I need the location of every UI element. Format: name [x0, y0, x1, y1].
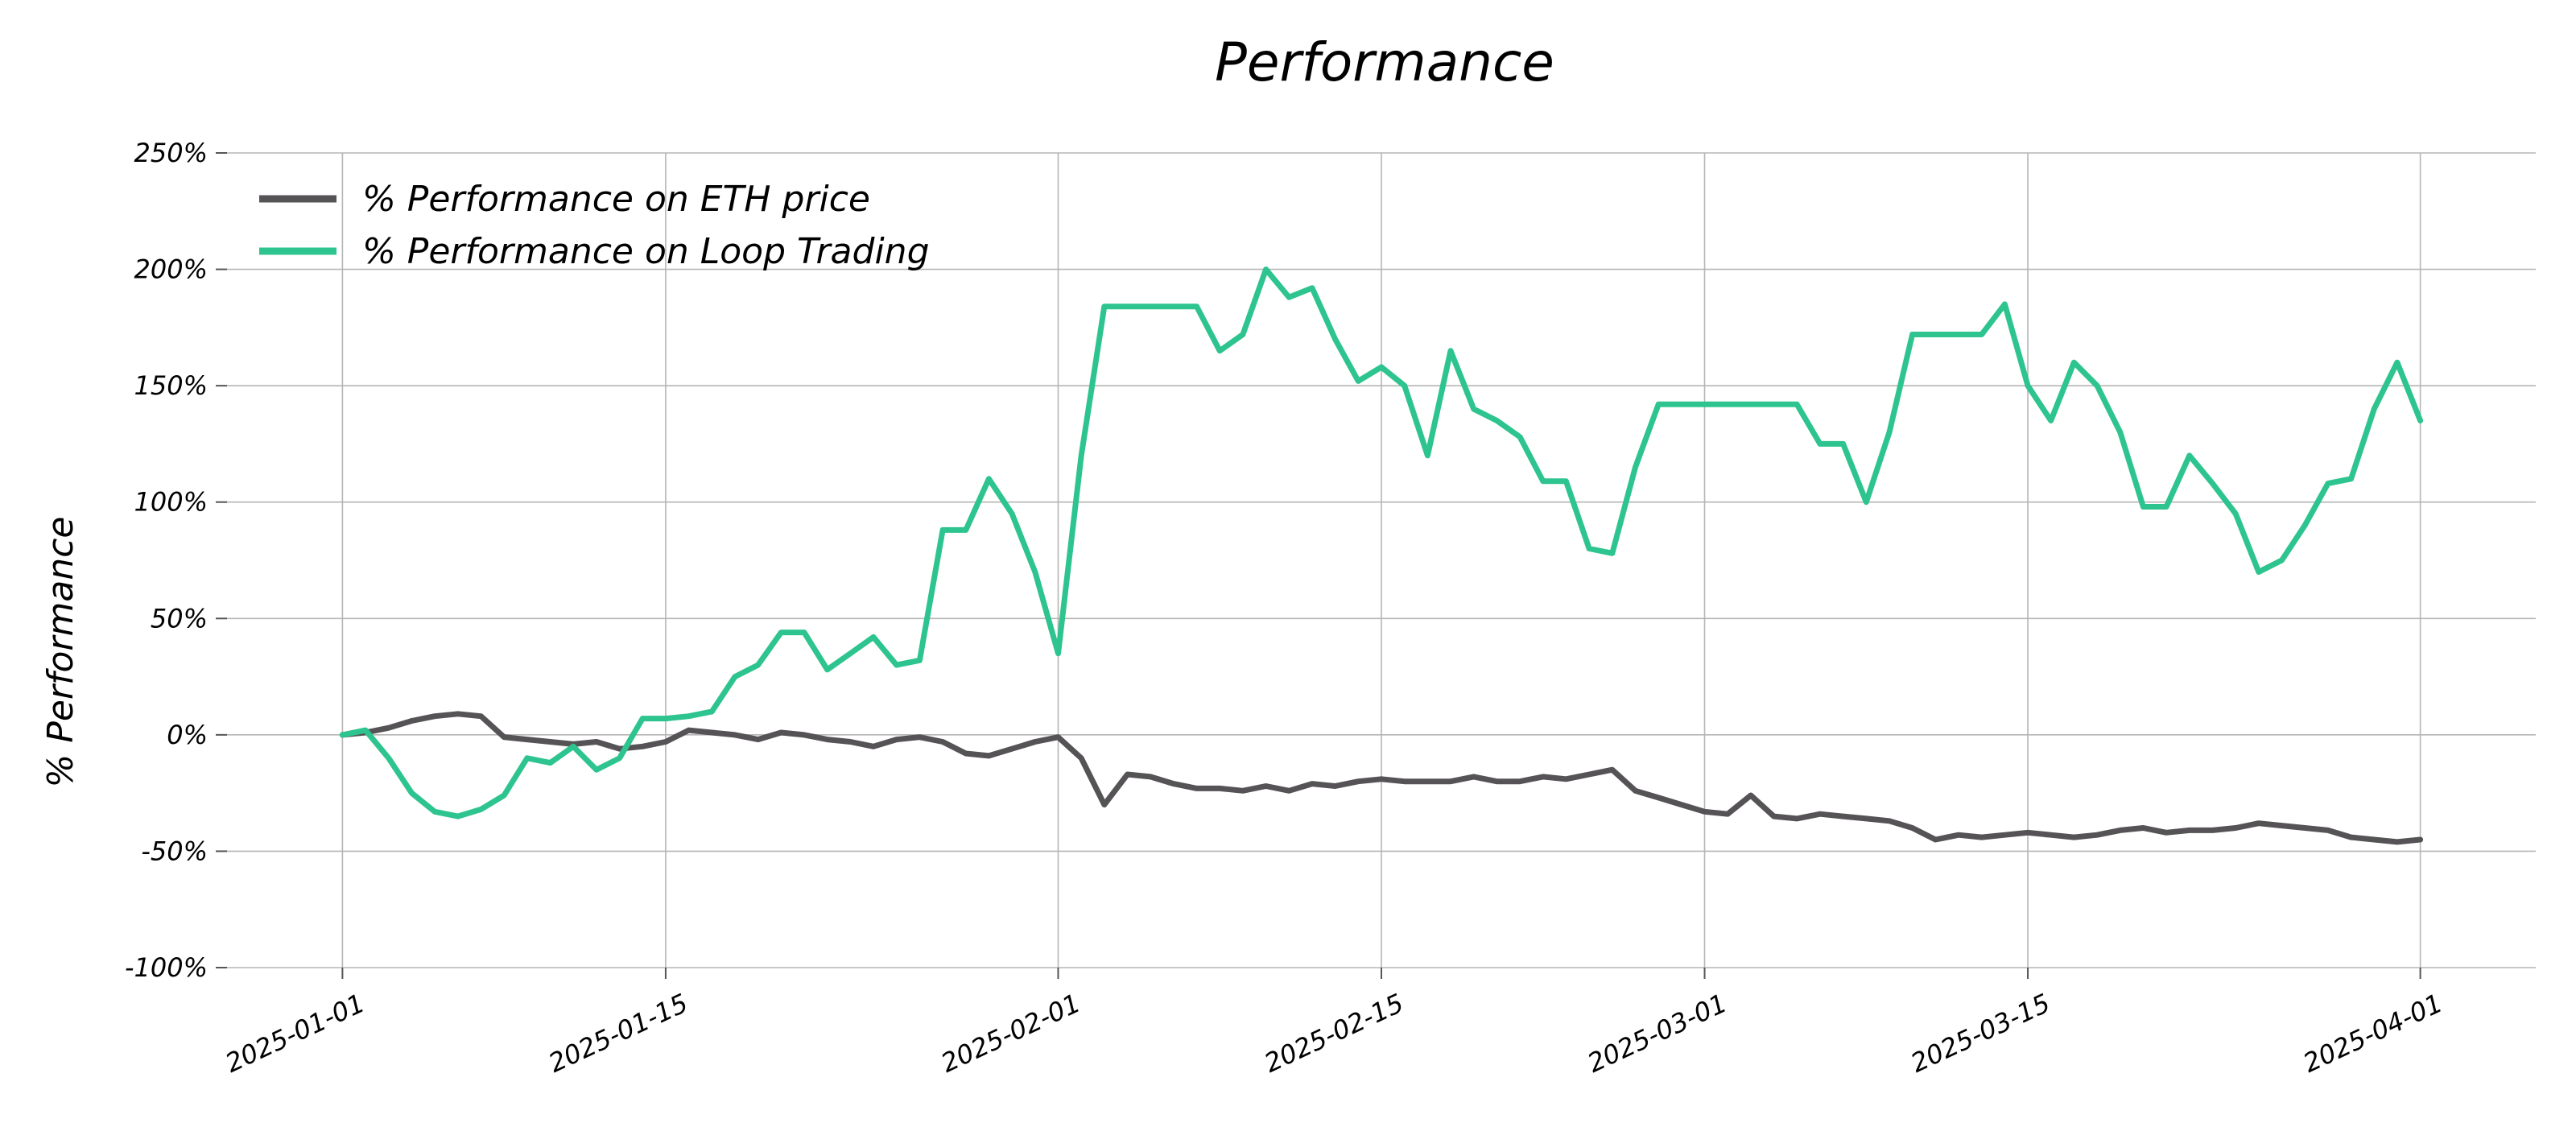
y-tick-label: 0% [167, 720, 208, 750]
x-tick-label: 2025-03-01 [1583, 988, 1732, 1079]
y-tick-label: 200% [134, 254, 208, 285]
x-tick-label: 2025-02-01 [936, 988, 1085, 1079]
y-axis-label: % Performance [40, 517, 81, 788]
grid [227, 152, 2536, 968]
axis-ticks: 250% 200% 150% 100% 50% 0% -50% -100% 2025-01-01… [125, 138, 2447, 1079]
y-tick-label: -100% [125, 952, 208, 983]
x-tick-label: 2025-01-01 [221, 988, 369, 1079]
legend-label-loop-trading: % Performance on Loop Trading [362, 231, 930, 272]
y-tick-label: 250% [134, 138, 208, 168]
series-line-0 [339, 711, 2424, 845]
series-lines [339, 266, 2424, 845]
x-tick-label: 2025-04-01 [2298, 988, 2447, 1079]
y-tick-label: 100% [134, 487, 208, 518]
x-tick-label: 2025-03-15 [1906, 988, 2055, 1079]
chart-title: Performance [1215, 31, 1554, 93]
x-tick-label: 2025-02-15 [1260, 988, 1409, 1079]
x-tick-label: 2025-01-15 [544, 988, 693, 1079]
y-tick-label: 150% [134, 370, 208, 401]
legend: % Performance on ETH price % Performance… [259, 179, 930, 272]
y-tick-label: -50% [141, 836, 208, 866]
legend-label-eth: % Performance on ETH price [362, 179, 870, 220]
series-line-1 [339, 266, 2424, 819]
y-tick-label: 50% [151, 603, 208, 634]
